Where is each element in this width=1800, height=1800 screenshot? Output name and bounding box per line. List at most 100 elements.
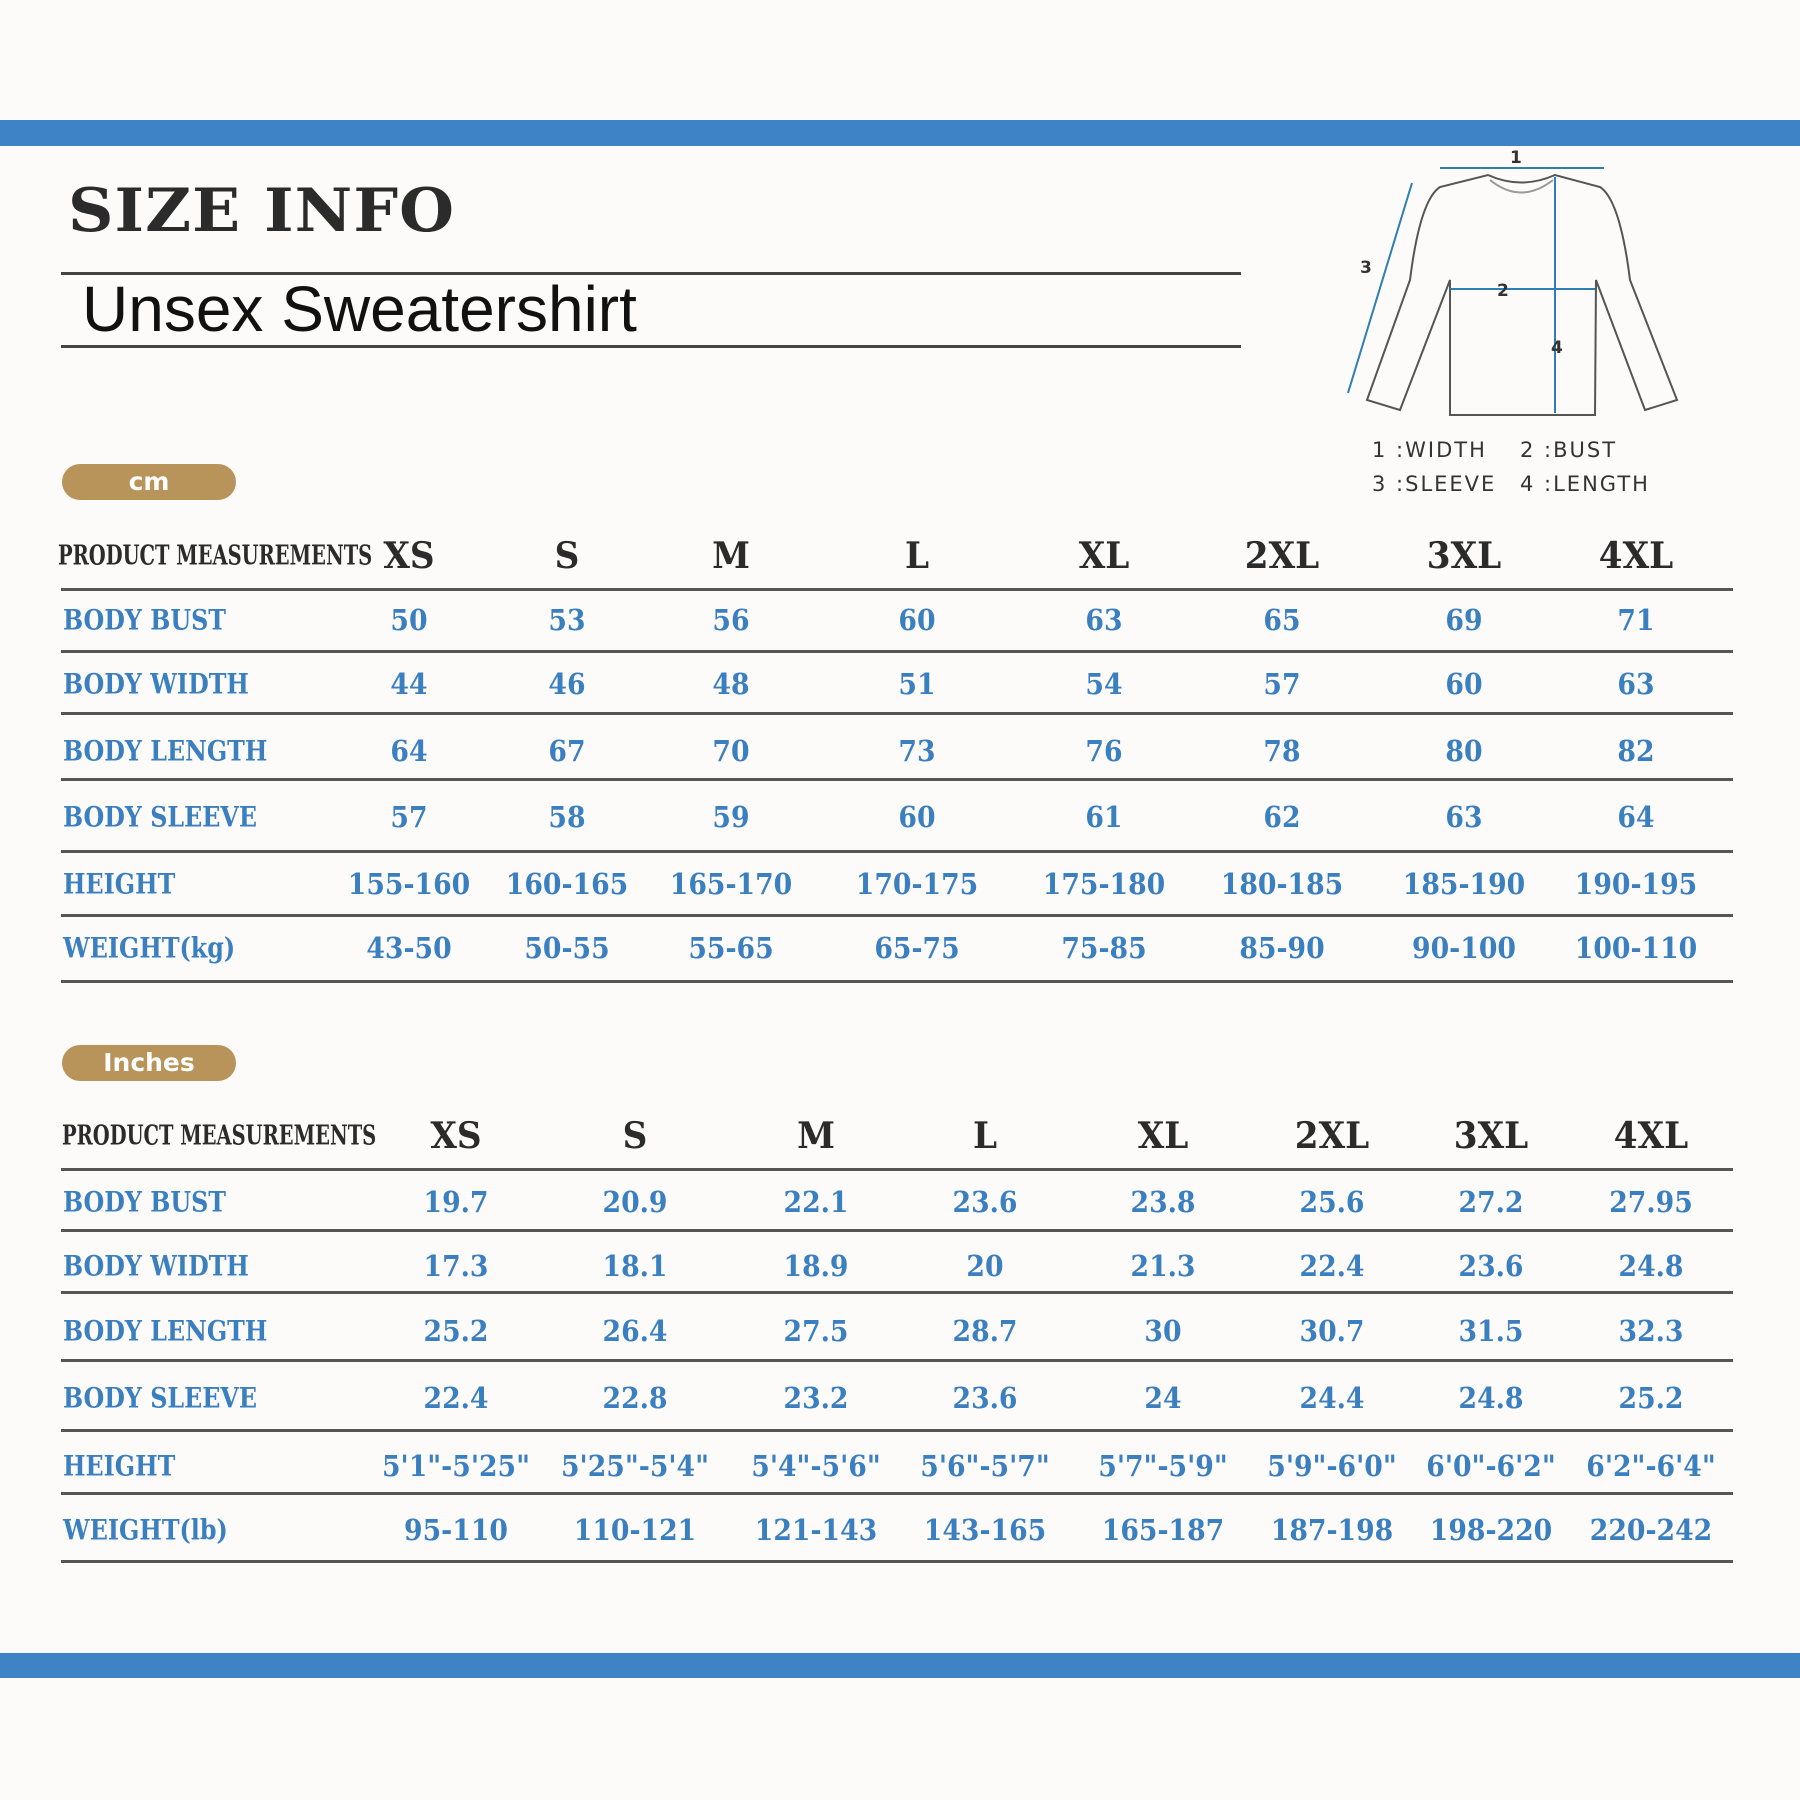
- size-header-2xl: 2XL: [1244, 535, 1320, 577]
- table-cell: 44: [390, 667, 428, 701]
- table-cell: 63: [1085, 603, 1123, 637]
- table-cell: 180-185: [1220, 867, 1344, 901]
- unit-badge-cm: cm: [62, 464, 236, 500]
- table-cell: 80: [1445, 734, 1483, 768]
- table-cell: 23.6: [952, 1381, 1018, 1415]
- table-cell: 165-170: [669, 867, 793, 901]
- row-divider: [61, 850, 1733, 853]
- table-cell: 63: [1617, 667, 1655, 701]
- table-cell: 53: [548, 603, 586, 637]
- table-cell: 30: [1144, 1314, 1182, 1348]
- divider: [61, 345, 1241, 348]
- size-header-3xl: 3XL: [1453, 1115, 1529, 1157]
- row-divider: [61, 1560, 1733, 1563]
- table-cell: 25.2: [1618, 1381, 1684, 1415]
- diagram-label-3: 3: [1360, 258, 1372, 278]
- table-cell: 18.1: [602, 1249, 668, 1283]
- table-cell: 22.8: [602, 1381, 668, 1415]
- table-cell: 65-75: [874, 931, 960, 965]
- table-cell: 57: [390, 800, 428, 834]
- size-header-s: S: [554, 535, 580, 577]
- table-cell: 62: [1263, 800, 1301, 834]
- table-cell: 50-55: [524, 931, 610, 965]
- table-cell: 61: [1085, 800, 1123, 834]
- table-cell: 50: [390, 603, 428, 637]
- table-cell: 65: [1263, 603, 1301, 637]
- table-cell: 75-85: [1061, 931, 1147, 965]
- size-header-s: S: [622, 1115, 648, 1157]
- row-divider: [61, 1168, 1733, 1171]
- row-divider: [61, 778, 1733, 781]
- row-divider: [61, 1492, 1733, 1495]
- table-cell: 155-160: [347, 867, 471, 901]
- size-header-2xl: 2XL: [1294, 1115, 1370, 1157]
- table-cell: 17.3: [423, 1249, 489, 1283]
- bottom-accent-bar: [0, 1653, 1800, 1678]
- row-label: BODY LENGTH: [63, 734, 268, 768]
- header-label: PRODUCT MEASUREMENTS: [58, 540, 373, 572]
- table-cell: 110-121: [573, 1513, 697, 1547]
- table-cell: 28.7: [952, 1314, 1018, 1348]
- table-cell: 170-175: [855, 867, 979, 901]
- row-label: BODY LENGTH: [63, 1314, 268, 1348]
- table-cell: 59: [712, 800, 750, 834]
- table-cell: 95-110: [404, 1513, 508, 1547]
- table-cell: 46: [548, 667, 586, 701]
- table-cell: 5'1"-5'25": [381, 1449, 531, 1483]
- table-cell: 185-190: [1402, 867, 1526, 901]
- table-cell: 73: [898, 734, 936, 768]
- table-cell: 22.4: [423, 1381, 489, 1415]
- table-cell: 69: [1445, 603, 1483, 637]
- size-header-l: L: [972, 1115, 998, 1157]
- table-cell: 60: [1445, 667, 1483, 701]
- table-cell: 71: [1617, 603, 1655, 637]
- table-cell: 23.8: [1130, 1185, 1196, 1219]
- row-label: HEIGHT: [63, 1449, 176, 1483]
- sweatshirt-diagram: 1 2 3 4: [1347, 148, 1679, 416]
- table-cell: 23.6: [952, 1185, 1018, 1219]
- legend-length: 4 :LENGTH: [1520, 472, 1650, 496]
- table-cell: 31.5: [1458, 1314, 1524, 1348]
- size-header-xs: XS: [430, 1115, 482, 1157]
- row-divider: [61, 588, 1733, 591]
- top-accent-bar: [0, 120, 1800, 146]
- table-cell: 20.9: [602, 1185, 668, 1219]
- legend-bust: 2 :BUST: [1520, 438, 1618, 462]
- legend-width: 1 :WIDTH: [1372, 438, 1487, 462]
- table-cell: 67: [548, 734, 586, 768]
- size-header-4xl: 4XL: [1613, 1115, 1689, 1157]
- table-cell: 78: [1263, 734, 1301, 768]
- size-header-m: M: [797, 1115, 835, 1157]
- size-header-m: M: [712, 535, 750, 577]
- table-cell: 25.6: [1299, 1185, 1365, 1219]
- table-cell: 143-165: [923, 1513, 1047, 1547]
- row-divider: [61, 1429, 1733, 1432]
- divider: [61, 272, 1241, 275]
- table-cell: 190-195: [1574, 867, 1698, 901]
- row-label: WEIGHT(kg): [63, 931, 236, 965]
- table-cell: 64: [1617, 800, 1655, 834]
- table-cell: 5'25"-5'4": [560, 1449, 710, 1483]
- table-cell: 60: [898, 800, 936, 834]
- row-divider: [61, 1229, 1733, 1232]
- size-header-xl: XL: [1137, 1115, 1189, 1157]
- table-cell: 5'6"-5'7": [920, 1449, 1050, 1483]
- table-cell: 5'7"-5'9": [1098, 1449, 1228, 1483]
- unit-badge-inches: Inches: [62, 1045, 236, 1081]
- table-cell: 57: [1263, 667, 1301, 701]
- table-cell: 85-90: [1239, 931, 1325, 965]
- table-cell: 63: [1445, 800, 1483, 834]
- table-cell: 175-180: [1042, 867, 1166, 901]
- row-divider: [61, 650, 1733, 653]
- row-label: BODY WIDTH: [63, 1249, 249, 1283]
- row-divider: [61, 1291, 1733, 1294]
- table-cell: 30.7: [1299, 1314, 1365, 1348]
- table-cell: 22.4: [1299, 1249, 1365, 1283]
- table-cell: 160-165: [505, 867, 629, 901]
- row-divider: [61, 980, 1733, 983]
- table-cell: 22.1: [783, 1185, 849, 1219]
- table-cell: 5'9"-6'0": [1267, 1449, 1397, 1483]
- row-label: BODY SLEEVE: [63, 1381, 258, 1415]
- table-cell: 56: [712, 603, 750, 637]
- table-cell: 187-198: [1270, 1513, 1394, 1547]
